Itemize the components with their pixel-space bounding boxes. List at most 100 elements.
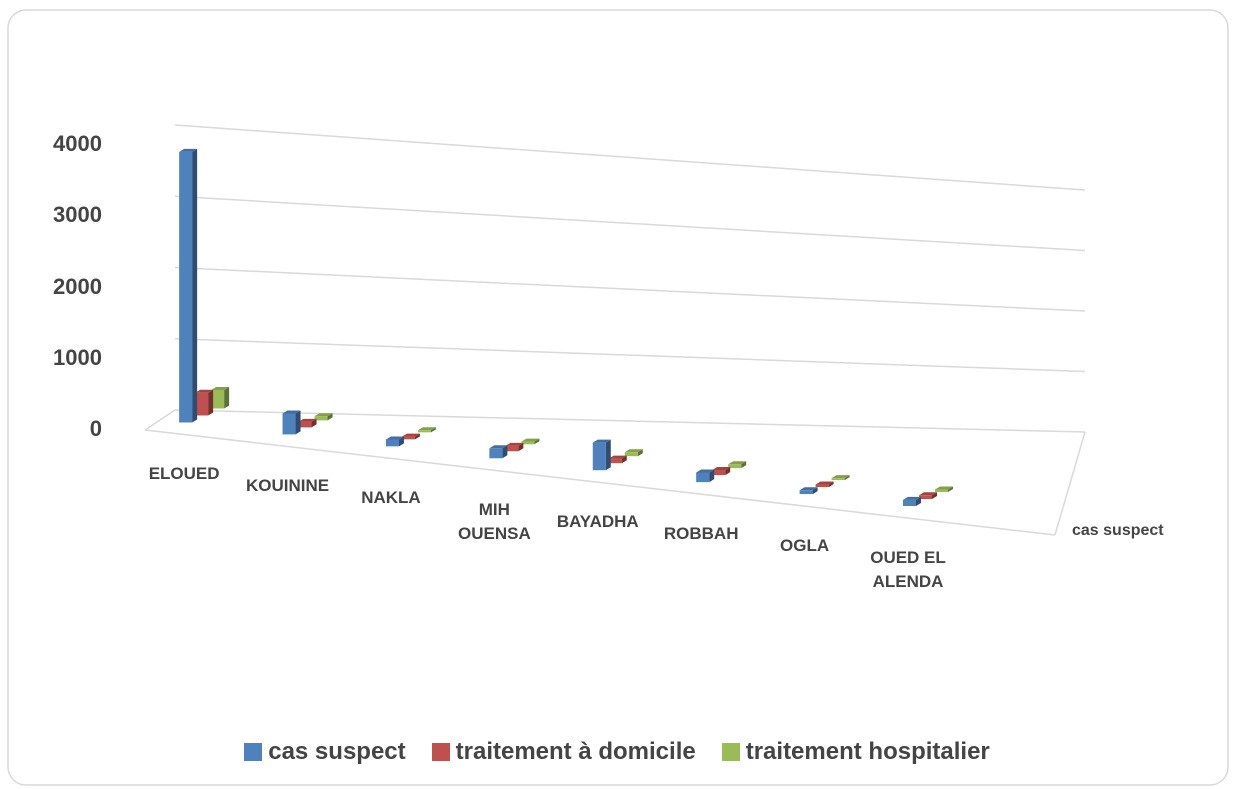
bar-side bbox=[534, 438, 540, 445]
grid-line bbox=[174, 338, 1086, 373]
bar-top bbox=[521, 438, 540, 442]
bar bbox=[799, 490, 813, 495]
bar bbox=[505, 445, 519, 452]
bar-top bbox=[903, 496, 921, 500]
x-tick-label: MIH OUENSA bbox=[457, 500, 531, 544]
bar bbox=[298, 421, 312, 428]
bar-top bbox=[728, 461, 747, 465]
bar bbox=[815, 484, 829, 488]
x-tick-label: OUED EL ALENDA bbox=[870, 548, 946, 591]
bar-side bbox=[192, 148, 198, 423]
legend-item: traitement hospitalier bbox=[721, 738, 990, 766]
bar-top bbox=[179, 148, 198, 152]
z-axis-label: cas suspect bbox=[1072, 522, 1164, 539]
bar bbox=[211, 389, 225, 409]
bar-side bbox=[621, 455, 627, 464]
bar-side bbox=[605, 439, 611, 471]
bar bbox=[624, 452, 638, 457]
y-tick-label: 0 bbox=[89, 416, 102, 441]
bar-top bbox=[282, 410, 301, 414]
bar-side bbox=[844, 475, 850, 481]
bar bbox=[608, 458, 622, 464]
y-tick-label: 3000 bbox=[53, 202, 102, 228]
bar-side bbox=[414, 433, 420, 440]
bar-side bbox=[208, 389, 214, 416]
bar-side bbox=[637, 449, 643, 457]
bar bbox=[385, 439, 399, 447]
bar bbox=[521, 441, 535, 445]
bar bbox=[728, 464, 742, 469]
bar-side bbox=[327, 413, 333, 421]
bar-top bbox=[919, 492, 937, 496]
bar-top bbox=[608, 455, 627, 459]
bar-side bbox=[828, 481, 834, 488]
bar bbox=[282, 413, 296, 435]
grid-line bbox=[174, 195, 1086, 252]
bar-top bbox=[417, 427, 436, 431]
bar bbox=[179, 151, 193, 423]
legend-label: traitement à domicile bbox=[455, 738, 696, 765]
bar bbox=[592, 442, 606, 471]
bar-top bbox=[799, 487, 818, 491]
bar-top bbox=[696, 469, 715, 473]
bar-top bbox=[401, 433, 420, 437]
bar bbox=[831, 478, 845, 481]
bar-side bbox=[948, 486, 953, 492]
legend-item: cas suspect bbox=[244, 738, 406, 766]
bar-side bbox=[932, 492, 937, 499]
bar bbox=[314, 416, 328, 421]
grid-line bbox=[174, 266, 1086, 312]
x-tick-label: ELOUED bbox=[148, 464, 220, 484]
floor-front bbox=[144, 429, 1056, 536]
x-tick-label: BAYADHA bbox=[556, 512, 639, 532]
bar-side bbox=[224, 386, 230, 409]
bar-top bbox=[314, 413, 333, 417]
legend: cas suspect traitement à domicile traiteme… bbox=[0, 738, 1234, 766]
bar-top bbox=[385, 436, 404, 440]
bar-top bbox=[298, 418, 317, 422]
bar-top bbox=[505, 442, 524, 446]
x-tick-label: OGLA bbox=[780, 536, 830, 556]
bar bbox=[712, 469, 726, 476]
bar-side bbox=[398, 436, 404, 447]
bar bbox=[919, 495, 932, 499]
y-tick-label: 4000 bbox=[53, 131, 102, 156]
bar-side bbox=[518, 442, 524, 452]
y-tick-label: 2000 bbox=[53, 273, 102, 299]
bar-side bbox=[741, 461, 747, 469]
bar-side bbox=[812, 487, 818, 495]
bar-side bbox=[709, 469, 715, 483]
grid-line bbox=[174, 124, 1086, 191]
bar bbox=[489, 448, 503, 459]
y-tick-label: 1000 bbox=[53, 344, 102, 370]
bar bbox=[195, 392, 209, 416]
legend-label: traitement hospitalier bbox=[745, 738, 990, 765]
bar-side bbox=[916, 496, 921, 506]
legend-label: cas suspect bbox=[268, 738, 406, 765]
bar-top bbox=[195, 389, 214, 393]
bar-top bbox=[831, 475, 850, 479]
bar-top bbox=[712, 466, 731, 470]
floor-edge bbox=[144, 409, 176, 431]
bar-side bbox=[311, 418, 317, 428]
bar-side bbox=[430, 427, 436, 433]
bar-top bbox=[211, 386, 230, 390]
x-tick-label: KOUININE bbox=[245, 476, 330, 496]
legend-item: traitement à domicile bbox=[431, 738, 696, 766]
bar-side bbox=[295, 410, 301, 435]
bar bbox=[903, 499, 916, 506]
legend-swatch bbox=[431, 743, 450, 761]
bar-side bbox=[502, 445, 508, 459]
bar-top bbox=[624, 449, 643, 453]
x-tick-label: NAKLA bbox=[361, 488, 421, 508]
bar bbox=[935, 489, 948, 492]
bar bbox=[401, 436, 415, 440]
bar-top bbox=[489, 445, 508, 449]
legend-swatch bbox=[244, 743, 263, 761]
bar bbox=[696, 472, 710, 483]
bar-top bbox=[815, 481, 834, 485]
bar bbox=[417, 430, 431, 433]
bar-top bbox=[592, 439, 611, 443]
